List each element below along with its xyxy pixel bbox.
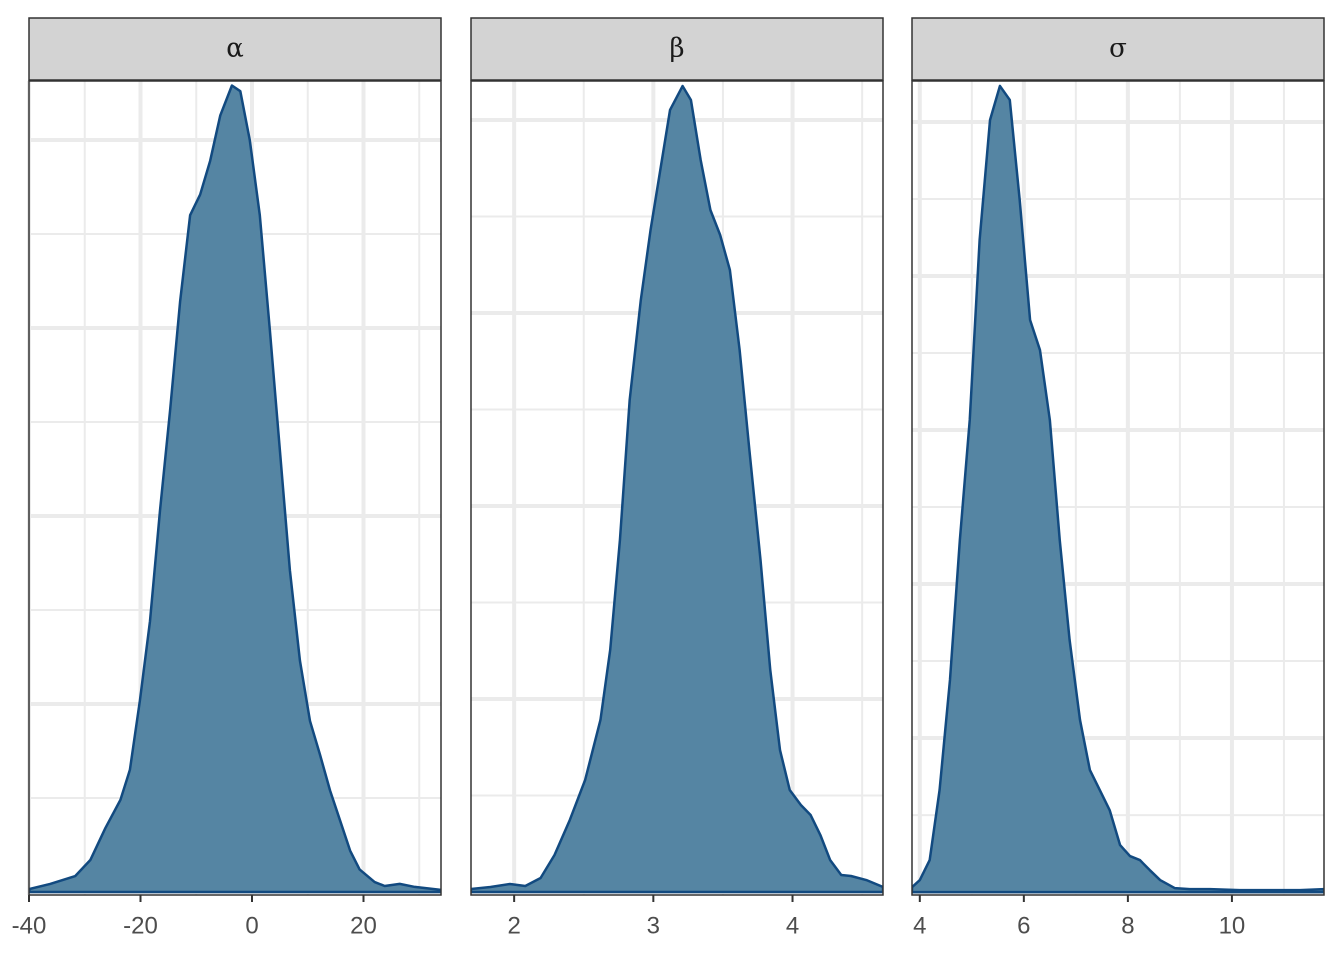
strip: [28, 17, 442, 81]
strip-title: α: [226, 34, 244, 64]
x-tick-label: 2: [507, 912, 520, 939]
x-tick-label: 20: [350, 912, 377, 939]
x-tick-label: 4: [786, 912, 799, 939]
density-area: [471, 84, 883, 894]
panel-border: [470, 80, 884, 896]
x-tick-label: 3: [647, 912, 660, 939]
strip-title: σ: [1109, 34, 1127, 64]
x-tick-label: -20: [123, 912, 158, 939]
x-tick-label: 10: [1219, 912, 1246, 939]
strip: [911, 17, 1325, 81]
x-tick-label: -40: [12, 912, 47, 939]
panel-border: [911, 80, 1325, 896]
panel-border: [28, 80, 442, 896]
facet: α -40 -20 0 20: [12, 17, 442, 939]
x-tick-label: 6: [1017, 912, 1030, 939]
x-tick-label: 4: [913, 912, 926, 939]
x-tick-label: 8: [1121, 912, 1134, 939]
strip-title: β: [669, 34, 684, 64]
density-area: [912, 84, 1324, 894]
strip: [470, 17, 884, 81]
x-tick-label: 0: [245, 912, 258, 939]
density-area: [29, 84, 441, 894]
facet: σ 4 6 8 10: [911, 17, 1325, 939]
facet: β 2 3 4: [470, 17, 884, 939]
